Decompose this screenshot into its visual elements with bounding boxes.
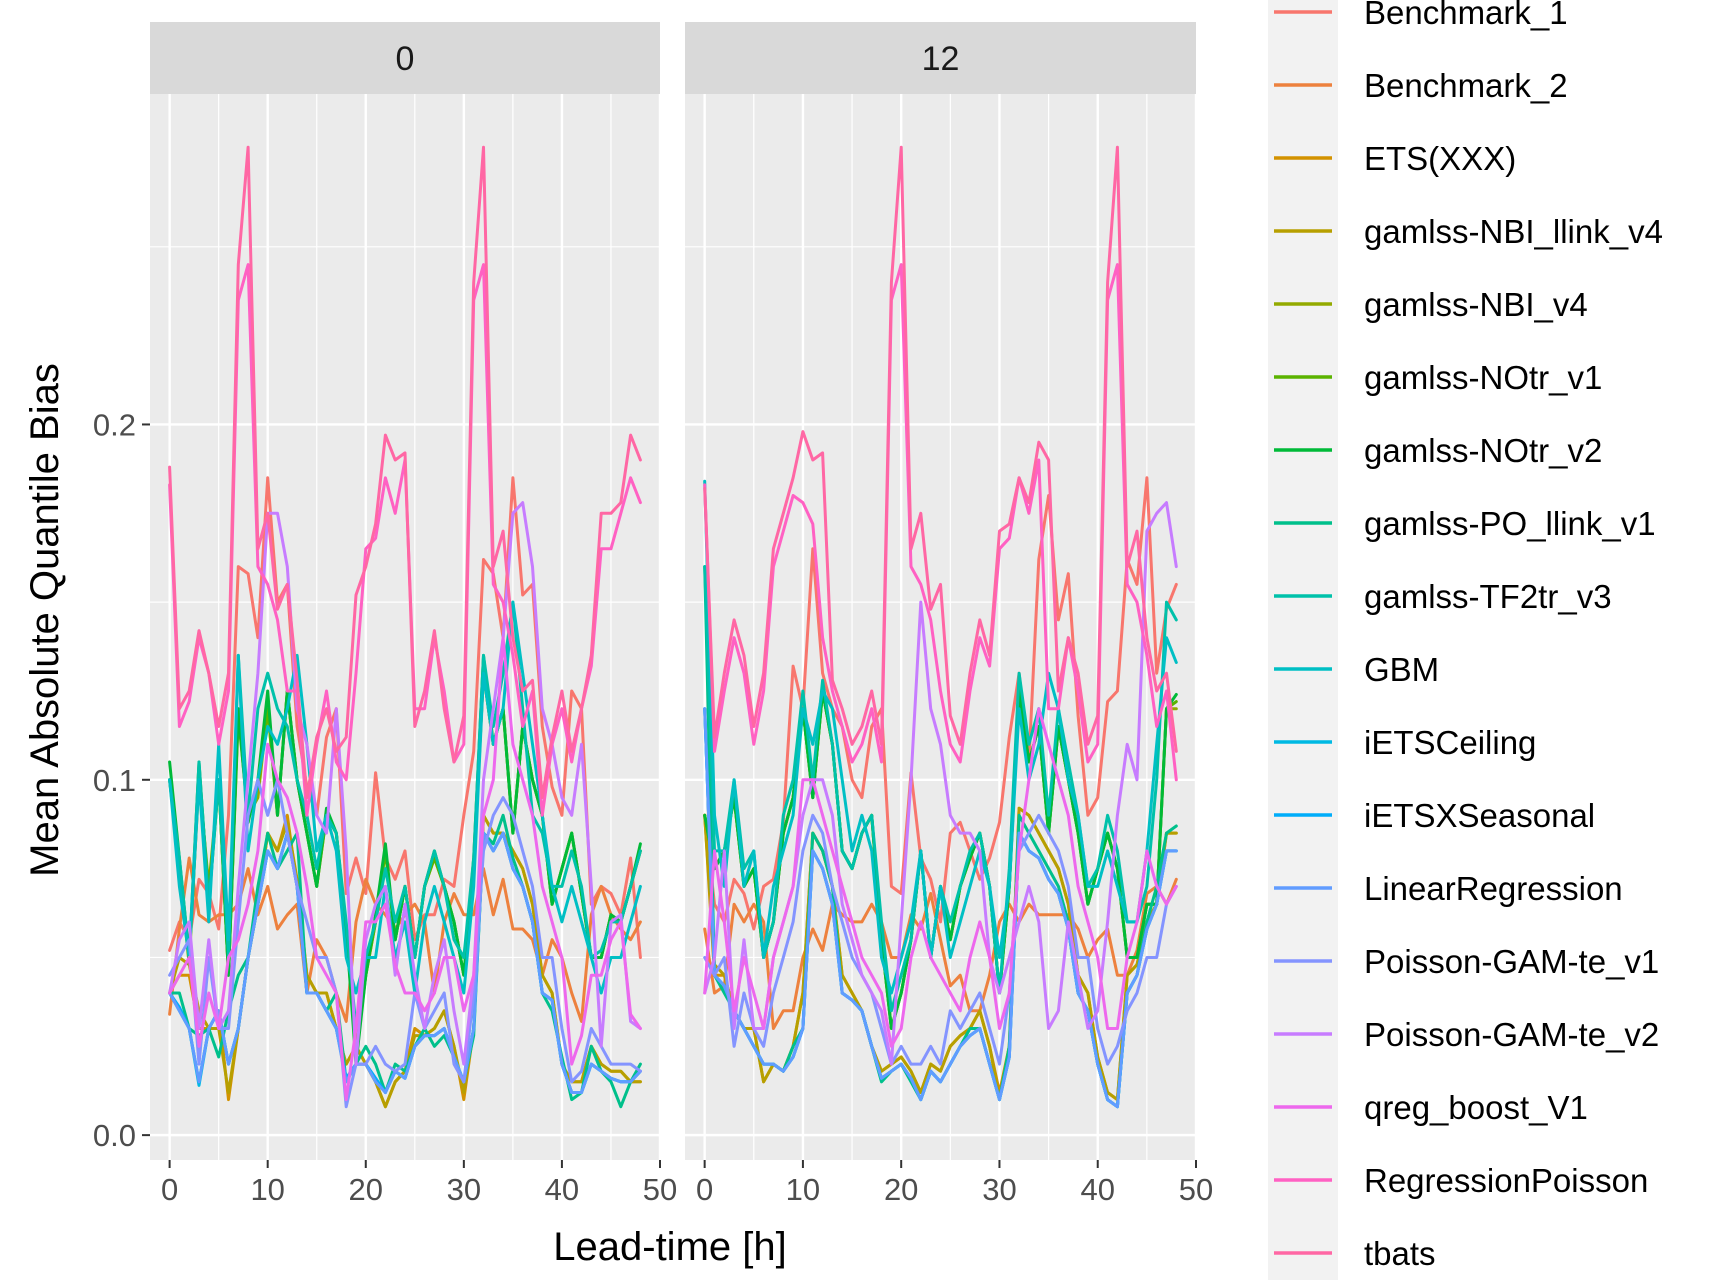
y-tick-label: 0.2 <box>93 407 136 442</box>
y-axis-title: Mean Absolute Quantile Bias <box>23 363 67 877</box>
x-tick-label: 20 <box>884 1172 918 1207</box>
series-line-GBM <box>703 479 1178 995</box>
x-tick-label: 0 <box>161 1172 178 1207</box>
legend-label: Benchmark_1 <box>1364 0 1568 31</box>
x-tick-label: 30 <box>982 1172 1016 1207</box>
legend-label: gamlss-TF2tr_v3 <box>1364 578 1612 615</box>
facet-strip-1 <box>685 22 1196 94</box>
legend-label: iETSCeiling <box>1364 724 1536 761</box>
series-line-LinearRegression <box>703 707 1178 1109</box>
x-tick-label: 20 <box>349 1172 383 1207</box>
series-line-qreg_boost_V1 <box>168 636 642 1102</box>
legend-label: gamlss-NBI_llink_v4 <box>1364 213 1663 250</box>
series-line-Poisson-GAM-te_v2 <box>168 501 642 1066</box>
legend-label: gamlss-NOtr_v1 <box>1364 359 1602 396</box>
series-line-Poisson-GAM-te_v1 <box>168 778 642 1109</box>
series-line-Poisson-GAM-te_v1 <box>703 813 1178 1066</box>
legend-label: iETSXSeasonal <box>1364 797 1595 834</box>
legend-label: Poisson-GAM-te_v1 <box>1364 943 1659 980</box>
series-line-tbats <box>168 145 642 800</box>
legend-label: RegressionPoisson <box>1364 1162 1648 1199</box>
x-axis-title: Lead-time [h] <box>553 1225 786 1269</box>
legend-label: GBM <box>1364 651 1439 688</box>
series-line-LinearRegression <box>168 831 642 1094</box>
legend-key-background <box>1268 0 1338 1280</box>
series-line-qreg_boost_V1 <box>703 707 1178 1048</box>
series-line-RegressionPoisson <box>703 263 1178 782</box>
legend-label: LinearRegression <box>1364 870 1623 907</box>
legend-label: gamlss-NOtr_v2 <box>1364 432 1602 469</box>
x-tick-label: 0 <box>696 1172 713 1207</box>
y-tick-label: 0.0 <box>93 1118 136 1153</box>
legend-label: gamlss-NBI_v4 <box>1364 286 1588 323</box>
legend-label: Benchmark_2 <box>1364 67 1568 104</box>
legend-label: Poisson-GAM-te_v2 <box>1364 1016 1659 1053</box>
x-tick-label: 30 <box>447 1172 481 1207</box>
series-line-tbats <box>703 145 1178 753</box>
series-line-Benchmark_1 <box>168 476 642 959</box>
series-line-Benchmark_2 <box>703 877 1178 1030</box>
facet-strip-0 <box>150 22 660 94</box>
x-tick-label: 50 <box>643 1172 677 1207</box>
legend-label: gamlss-PO_llink_v1 <box>1364 505 1656 542</box>
series-line-GBM <box>168 600 642 995</box>
legend-label: tbats <box>1364 1235 1436 1272</box>
facet-strip-label: 0 <box>396 40 415 78</box>
legend-label: ETS(XXX) <box>1364 140 1516 177</box>
facet-strip-label: 12 <box>922 40 960 78</box>
x-tick-label: 10 <box>250 1172 284 1207</box>
legend-label: qreg_boost_V1 <box>1364 1089 1588 1126</box>
x-tick-label: 50 <box>1179 1172 1213 1207</box>
x-tick-label: 10 <box>786 1172 820 1207</box>
x-tick-label: 40 <box>545 1172 579 1207</box>
y-tick-label: 0.1 <box>93 763 136 798</box>
x-tick-label: 40 <box>1080 1172 1114 1207</box>
